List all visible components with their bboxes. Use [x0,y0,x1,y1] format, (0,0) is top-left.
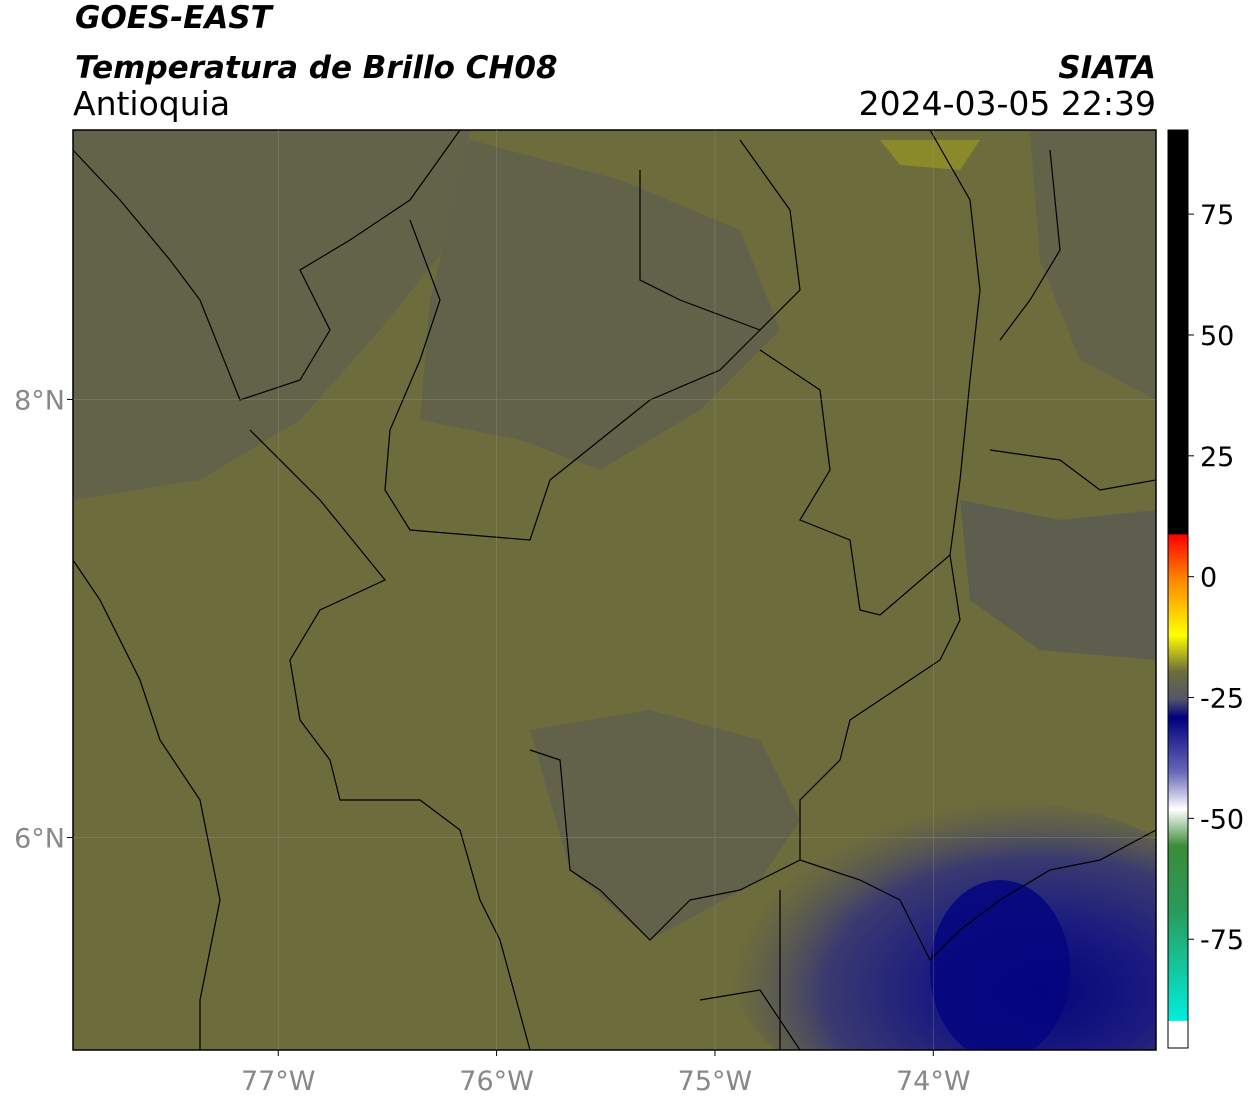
timestamp: 2024-03-05 22:39 [859,84,1156,123]
colorbar-tick-label: -25 [1200,684,1244,715]
map-frame [72,129,1157,1051]
colorbar-tick-label: 0 [1200,563,1217,594]
borders [73,130,1156,1050]
lon-tick-label: 77°W [241,1066,316,1097]
colorbar-tick-label: 25 [1200,442,1234,473]
lat-tick-label: 8°N [14,385,65,416]
cool-patch [1030,130,1156,400]
map-field [73,130,1156,1050]
cool-patch [420,140,780,470]
colorbar [1167,129,1189,1049]
convective-core [930,880,1070,1050]
colorbar-tick-label: 75 [1200,200,1234,231]
lon-tick-label: 75°W [678,1066,753,1097]
header: GOES-EAST Temperatura de Brillo CH08 Ant… [73,0,1156,123]
lon-tick-label: 76°W [459,1066,534,1097]
colorbar-tick-label: 50 [1200,321,1234,352]
warm-patch [880,140,980,170]
cool-patch [530,710,800,940]
source: GOES-EAST [75,0,275,36]
cool-patch [960,500,1156,660]
lat-tick-label: 6°N [14,824,65,855]
title: Temperatura de Brillo CH08 [75,50,558,86]
region: Antioquia [73,84,230,123]
cool-patch [73,130,470,500]
colorbar-tick-label: -50 [1200,804,1244,835]
agency: SIATA [1058,50,1156,86]
lon-tick-label: 74°W [896,1066,971,1097]
colorbar-tick-label: -75 [1200,925,1244,956]
